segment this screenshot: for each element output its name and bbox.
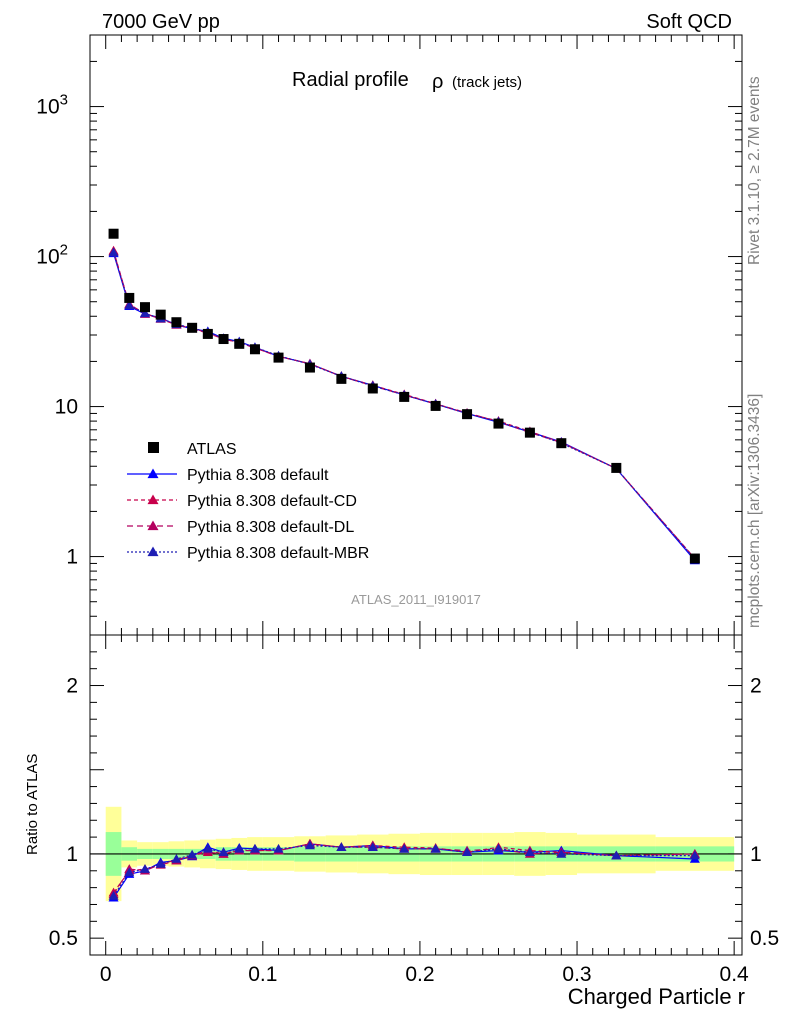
series-line	[112, 250, 696, 559]
ratio-series-marker	[689, 850, 700, 860]
data-point	[249, 344, 260, 355]
ratio-series-group	[108, 838, 700, 902]
legend-marker	[147, 494, 159, 505]
series-marker	[139, 308, 150, 318]
data-point	[336, 373, 347, 384]
y-tick-label: 102	[36, 242, 68, 269]
y-tick-label: 10	[55, 396, 78, 419]
ratio-y-tick-label-right: 0.5	[750, 927, 779, 950]
ratio-series-marker	[218, 847, 229, 857]
ratio-series-marker	[367, 842, 378, 851]
ratio-series-marker	[399, 843, 410, 853]
side-label-bottom: mcplots.cern.ch [arXiv:1306.3436]	[746, 394, 763, 628]
ratio-series-marker	[202, 843, 213, 853]
series-line	[112, 253, 696, 561]
legend-label: ATLAS	[187, 441, 237, 458]
y-tick-label: 1	[66, 546, 78, 569]
ratio-series-line	[113, 843, 695, 894]
ratio-series-marker	[139, 864, 150, 873]
legend-label: Pythia 8.308 default	[187, 467, 329, 484]
ratio-y-tick-label: 2	[66, 675, 78, 698]
chart-title: Radial profile ρ (track jets)	[292, 69, 522, 93]
x-tick-label: 0.1	[248, 963, 277, 986]
ratio-series-marker	[171, 854, 182, 863]
x-tick-label: 0.4	[720, 963, 750, 986]
data-point	[273, 352, 284, 363]
ratio-series-marker	[108, 891, 119, 900]
ratio-series-marker	[304, 840, 315, 850]
analysis-id-label: ATLAS_2011_I919017	[351, 592, 481, 607]
legend-marker	[147, 468, 159, 479]
main-series-group	[108, 228, 700, 565]
legend-label: Pythia 8.308 default-DL	[187, 519, 354, 536]
legend-label: Pythia 8.308 default-CD	[187, 493, 357, 510]
ratio-series-marker	[430, 843, 441, 853]
data-point	[139, 302, 150, 313]
series-marker	[124, 300, 135, 310]
data-point	[234, 338, 245, 349]
ratio-y-tick-label-right: 2	[750, 675, 762, 698]
data-point	[399, 391, 410, 402]
data-point	[493, 418, 504, 429]
ratio-series-marker	[273, 843, 284, 853]
data-point	[611, 462, 622, 473]
ratio-series-marker	[187, 849, 198, 859]
ratio-series-line	[113, 844, 695, 897]
header-left: 7000 GeV pp	[102, 11, 220, 33]
data-point	[689, 553, 700, 564]
ratio-plot-frame	[89, 634, 743, 956]
ratio-uncertainty-bands	[90, 806, 742, 902]
data-point	[367, 383, 378, 394]
legend-marker	[147, 546, 159, 557]
ratio-series-marker	[336, 842, 347, 851]
chart-title-symbol: ρ	[432, 71, 443, 93]
ratio-series-marker	[556, 848, 567, 858]
x-tick-label: 0.2	[405, 963, 434, 986]
legend-marker-data	[148, 442, 159, 453]
data-point	[218, 334, 229, 345]
ratio-y-tick-label-right: 1	[750, 843, 762, 866]
ratio-series-marker	[249, 843, 260, 853]
series-line	[112, 251, 696, 559]
x-axis-label: Charged Particle r	[568, 984, 745, 1009]
header-right: Soft QCD	[646, 11, 732, 33]
ratio-y-tick-label: 1	[66, 843, 78, 866]
data-point	[462, 409, 473, 420]
x-tick-label: 0	[100, 963, 112, 986]
legend: ATLAS Pythia 8.308 default Pythia 8.308 de…	[127, 441, 369, 562]
ratio-series-marker	[155, 859, 166, 868]
ratio-series-marker	[462, 847, 473, 857]
legend-marker	[147, 520, 159, 531]
ratio-series-marker	[611, 850, 622, 860]
side-label-top: Rivet 3.1.10, ≥ 2.7M events	[746, 76, 763, 265]
data-point	[430, 400, 441, 411]
x-tick-label: 0.3	[562, 963, 591, 986]
data-point	[171, 317, 182, 328]
ratio-series-marker	[124, 867, 135, 877]
ratio-y-axis-label: Ratio to ATLAS	[24, 754, 41, 855]
axis-ticks	[90, 34, 742, 956]
data-point	[524, 427, 535, 438]
ratio-series-marker	[524, 847, 535, 857]
ratio-series-marker	[234, 843, 245, 853]
data-point	[187, 322, 198, 333]
legend-label: Pythia 8.308 default-MBR	[187, 545, 369, 562]
y-tick-label: 103	[36, 92, 68, 119]
data-point	[155, 309, 166, 320]
axis-tick-labels: 0 0.1 0.2 0.3 0.4 1 10 102 103 0.5 0.5 1 1 2 2	[36, 92, 779, 986]
chart-title-text: Radial profile	[292, 69, 409, 91]
ratio-y-tick-label: 0.5	[49, 927, 78, 950]
data-point	[108, 228, 119, 239]
ratio-series-marker	[493, 843, 504, 853]
series-line	[112, 252, 696, 560]
series-marker	[108, 247, 119, 257]
data-point	[202, 328, 213, 339]
chart-title-suffix: (track jets)	[452, 74, 522, 91]
data-point	[124, 292, 135, 303]
data-point	[556, 438, 567, 449]
data-point	[304, 362, 315, 373]
